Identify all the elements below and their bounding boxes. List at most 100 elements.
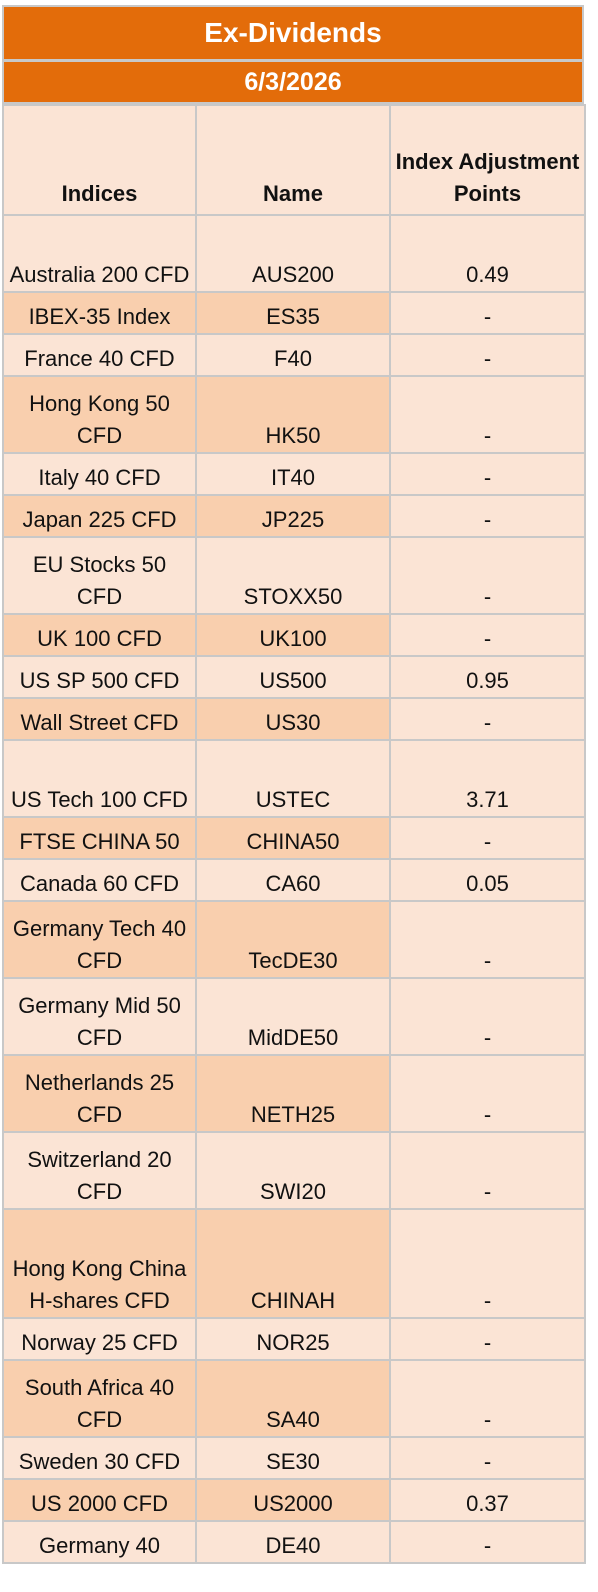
cell-index: Netherlands 25 CFD [2,1054,197,1133]
cell-index: EU Stocks 50 CFD [2,536,197,615]
table-row: Switzerland 20 CFD SWI20- [2,1131,586,1210]
table-row: South Africa 40 CFD SA40- [2,1359,586,1438]
cell-name: TecDE30 [195,900,391,979]
cell-adjustment: - [389,816,586,860]
cell-name: USTEC [195,739,391,818]
cell-name: US2000 [195,1478,391,1522]
header-indices: Indices [2,104,197,216]
cell-adjustment: - [389,1054,586,1133]
cell-index: Sweden 30 CFD [2,1436,197,1480]
table-row: Norway 25 CFD NOR25- [2,1317,586,1361]
header-name: Name [195,104,391,216]
cell-index: Italy 40 CFD [2,452,197,496]
cell-adjustment: - [389,494,586,538]
table-row: Germany 40 DE40- [2,1520,586,1564]
ex-dividends-table: Indices Name Index Adjustment Points Aus… [2,104,586,1564]
cell-index: US SP 500 CFD [2,655,197,699]
table-row: Japan 225 CFD JP225- [2,494,586,538]
cell-name: DE40 [195,1520,391,1564]
table-row: Hong Kong 50 CFD HK50- [2,375,586,454]
cell-index: Japan 225 CFD [2,494,197,538]
cell-name: UK100 [195,613,391,657]
cell-index: FTSE CHINA 50 [2,816,197,860]
cell-index: Hong Kong China H-shares CFD [2,1208,197,1319]
table-row: Netherlands 25 CFD NETH25- [2,1054,586,1133]
table-row: Canada 60 CFD CA60 0.05 [2,858,586,902]
cell-name: HK50 [195,375,391,454]
table-row: Germany Mid 50 CFD MidDE50- [2,977,586,1056]
cell-name: CHINAH [195,1208,391,1319]
cell-index: Norway 25 CFD [2,1317,197,1361]
table-row: FTSE CHINA 50 CHINA50- [2,816,586,860]
cell-adjustment: 0.37 [389,1478,586,1522]
cell-adjustment: - [389,333,586,377]
cell-adjustment: - [389,1208,586,1319]
cell-index: Germany Tech 40 CFD [2,900,197,979]
sheet-title: Ex-Dividends [2,5,584,61]
table-row: US 2000 CFD US2000 0.37 [2,1478,586,1522]
cell-adjustment: - [389,1520,586,1564]
cell-name: SA40 [195,1359,391,1438]
cell-adjustment: - [389,900,586,979]
cell-index: Australia 200 CFD [2,214,197,293]
cell-adjustment: - [389,1359,586,1438]
cell-name: US30 [195,697,391,741]
cell-name: NOR25 [195,1317,391,1361]
table-row: Australia 200 CFD AUS200 0.49 [2,214,586,293]
cell-name: JP225 [195,494,391,538]
cell-index: UK 100 CFD [2,613,197,657]
cell-name: F40 [195,333,391,377]
cell-name: CA60 [195,858,391,902]
cell-adjustment: 0.95 [389,655,586,699]
cell-index: US Tech 100 CFD [2,739,197,818]
cell-index: Germany Mid 50 CFD [2,977,197,1056]
cell-index: South Africa 40 CFD [2,1359,197,1438]
table-body: Australia 200 CFD AUS200 0.49 IBEX-35 Index… [2,214,586,1564]
table-row: IBEX-35 Index ES35- [2,291,586,335]
cell-name: SWI20 [195,1131,391,1210]
cell-index: US 2000 CFD [2,1478,197,1522]
cell-adjustment: 0.05 [389,858,586,902]
cell-adjustment: - [389,1317,586,1361]
cell-name: AUS200 [195,214,391,293]
cell-index: Germany 40 [2,1520,197,1564]
cell-name: ES35 [195,291,391,335]
table-row: Italy 40 CFD IT40- [2,452,586,496]
table-row: Sweden 30 CFD SE30- [2,1436,586,1480]
cell-index: Switzerland 20 CFD [2,1131,197,1210]
table-row: Hong Kong China H-shares CFD CHINAH - [2,1208,586,1319]
cell-index: France 40 CFD [2,333,197,377]
cell-index: IBEX-35 Index [2,291,197,335]
table-row: Wall Street CFD US30- [2,697,586,741]
table-row: Germany Tech 40 CFD TecDE30- [2,900,586,979]
cell-name: STOXX50 [195,536,391,615]
cell-adjustment: 0.49 [389,214,586,293]
cell-name: IT40 [195,452,391,496]
header-row: Indices Name Index Adjustment Points [2,104,586,216]
cell-name: MidDE50 [195,977,391,1056]
cell-adjustment: - [389,1131,586,1210]
cell-adjustment: - [389,536,586,615]
cell-adjustment: - [389,291,586,335]
cell-adjustment: - [389,375,586,454]
cell-name: CHINA50 [195,816,391,860]
table-row: US Tech 100 CFD USTEC 3.71 [2,739,586,818]
cell-adjustment: - [389,1436,586,1480]
cell-index: Hong Kong 50 CFD [2,375,197,454]
cell-name: SE30 [195,1436,391,1480]
cell-name: NETH25 [195,1054,391,1133]
cell-adjustment: - [389,697,586,741]
cell-name: US500 [195,655,391,699]
table-row: US SP 500 CFD US500 0.95 [2,655,586,699]
cell-adjustment: - [389,977,586,1056]
table-row: UK 100 CFD UK100- [2,613,586,657]
table-row: EU Stocks 50 CFD STOXX50- [2,536,586,615]
cell-adjustment: 3.71 [389,739,586,818]
sheet-date: 6/3/2026 [2,60,584,104]
cell-index: Canada 60 CFD [2,858,197,902]
header-adjustment-points: Index Adjustment Points [389,104,586,216]
cell-index: Wall Street CFD [2,697,197,741]
cell-adjustment: - [389,613,586,657]
table-row: France 40 CFD F40- [2,333,586,377]
